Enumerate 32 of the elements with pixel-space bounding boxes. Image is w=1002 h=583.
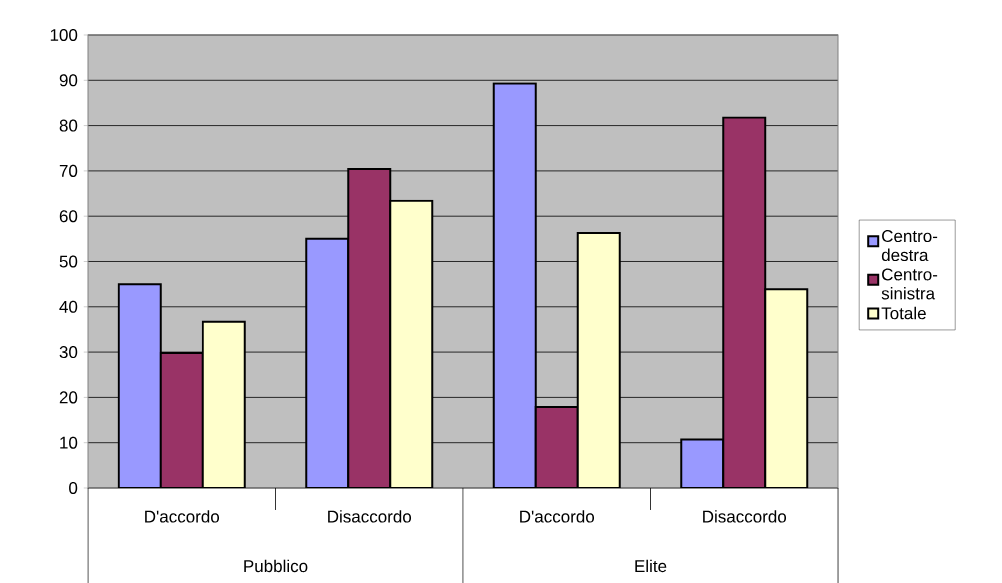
y-tick-label: 40 — [59, 300, 78, 313]
bar — [492, 82, 537, 488]
bar — [348, 168, 391, 488]
bar — [159, 351, 204, 488]
x-tick-label: D'accordo — [520, 509, 595, 523]
legend-label: Totale — [881, 306, 926, 320]
y-tick-label: 30 — [59, 345, 78, 358]
x-tick-label: Disaccordo — [703, 509, 787, 523]
y-tick-label: 80 — [59, 119, 78, 132]
x-tick-label: Disaccordo — [328, 509, 412, 523]
y-tick-label: 90 — [59, 74, 78, 87]
y-tick-label: 0 — [69, 481, 78, 494]
y-tick-label: 20 — [59, 391, 78, 404]
bar — [680, 438, 725, 488]
bar — [764, 287, 809, 488]
bar — [201, 320, 246, 488]
y-tick-label: 10 — [60, 436, 78, 449]
bar — [306, 238, 349, 488]
y-tick-label: 70 — [59, 164, 78, 177]
text: Elite — [635, 559, 667, 572]
legend-label: Centro-sinistra — [881, 268, 938, 300]
bar — [390, 200, 433, 488]
bar — [117, 282, 162, 488]
text: Pubblico — [244, 559, 308, 572]
bar — [576, 231, 621, 488]
y-tick-label: 60 — [59, 209, 78, 223]
y-tick-label: 50 — [59, 255, 78, 268]
legend-label: Centro-destra — [881, 229, 938, 261]
bar — [722, 116, 767, 488]
x-tick-label: D'accordo — [145, 509, 220, 523]
y-tick-label: 100 — [50, 28, 78, 41]
bar — [534, 405, 579, 488]
